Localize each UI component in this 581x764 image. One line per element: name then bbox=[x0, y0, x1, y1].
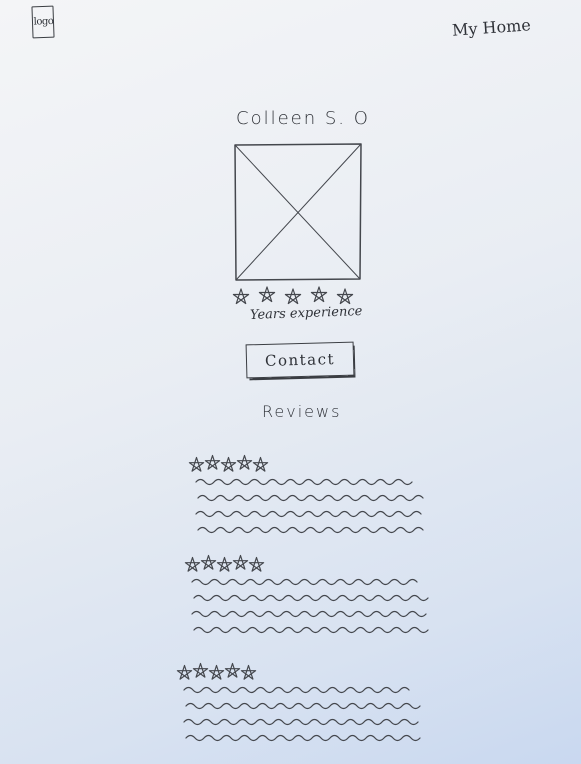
review-text-line bbox=[197, 494, 424, 502]
review-text-line bbox=[195, 510, 422, 518]
review-text-line bbox=[197, 526, 424, 534]
logo-text: logo bbox=[32, 16, 54, 28]
review-text-line bbox=[185, 734, 421, 742]
nav-my-home[interactable]: My Home bbox=[451, 15, 532, 40]
profile-rating-stars bbox=[232, 286, 354, 305]
star-icon bbox=[192, 662, 209, 678]
star-icon bbox=[176, 664, 193, 680]
star-icon bbox=[232, 288, 250, 305]
star-icon bbox=[240, 664, 257, 680]
review-text-line bbox=[183, 718, 419, 726]
star-icon bbox=[284, 288, 302, 305]
star-icon bbox=[232, 554, 249, 570]
contact-button[interactable]: Contact bbox=[245, 341, 355, 379]
review-item bbox=[184, 554, 429, 634]
star-icon bbox=[252, 456, 269, 472]
review-rating-stars bbox=[176, 662, 257, 680]
star-icon bbox=[220, 456, 237, 472]
reviews-heading: Reviews bbox=[262, 402, 342, 421]
star-icon bbox=[248, 556, 265, 572]
review-text-line bbox=[195, 478, 413, 486]
star-icon bbox=[208, 664, 225, 680]
review-text-line bbox=[183, 686, 410, 694]
star-icon bbox=[224, 662, 241, 678]
review-text-lines bbox=[183, 686, 421, 742]
star-icon bbox=[204, 454, 221, 470]
review-item bbox=[176, 662, 421, 742]
star-icon bbox=[184, 556, 201, 572]
image-placeholder-icon bbox=[234, 143, 362, 281]
review-text-line bbox=[191, 610, 427, 618]
star-icon bbox=[336, 288, 354, 305]
star-icon bbox=[310, 286, 328, 303]
review-item bbox=[188, 454, 424, 534]
experience-label: Years experience bbox=[249, 304, 363, 323]
star-icon bbox=[258, 286, 276, 303]
review-rating-stars bbox=[184, 554, 265, 572]
review-text-lines bbox=[191, 578, 429, 634]
logo[interactable]: logo bbox=[31, 5, 55, 39]
review-text-line bbox=[193, 594, 429, 602]
star-icon bbox=[188, 456, 205, 472]
star-icon bbox=[200, 554, 217, 570]
review-text-lines bbox=[195, 478, 424, 534]
star-icon bbox=[236, 454, 253, 470]
star-icon bbox=[216, 556, 233, 572]
review-rating-stars bbox=[188, 454, 269, 472]
review-text-line bbox=[193, 626, 429, 634]
review-text-line bbox=[185, 702, 421, 710]
review-text-line bbox=[191, 578, 418, 586]
profile-name: Colleen S. O bbox=[236, 108, 370, 129]
